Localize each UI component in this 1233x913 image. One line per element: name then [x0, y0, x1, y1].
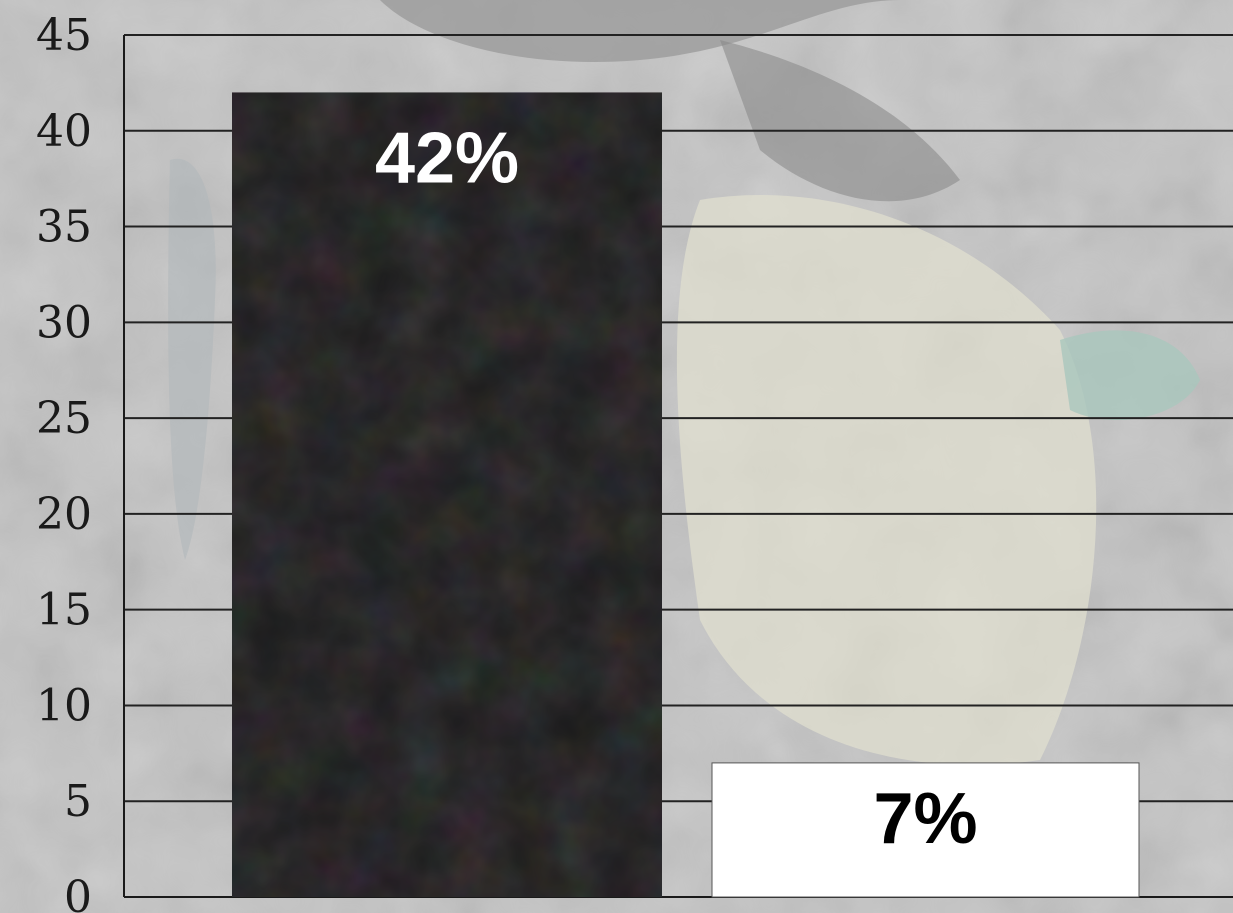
y-axis-ticks: 0 5 10 15 20 25 30 35 40 45: [36, 10, 92, 913]
y-tick-label: 5: [64, 776, 92, 827]
data-labels: 42% 7%: [375, 118, 978, 858]
y-tick-label: 20: [36, 489, 92, 540]
bar: [711, 762, 1140, 898]
y-tick-label: 25: [36, 393, 92, 444]
y-tick-label: 10: [36, 680, 92, 731]
y-tick-label: 40: [36, 106, 92, 157]
bar-texture: [232, 92, 662, 897]
y-tick-label: 45: [36, 10, 92, 61]
y-tick-label: 15: [36, 585, 92, 636]
y-tick-label: 35: [36, 202, 92, 253]
y-tick-label: 30: [36, 297, 92, 348]
bars: [232, 92, 1140, 898]
bar-data-label: 7%: [873, 779, 977, 859]
bar-data-label: 42%: [375, 118, 519, 198]
y-tick-label: 0: [64, 872, 92, 913]
